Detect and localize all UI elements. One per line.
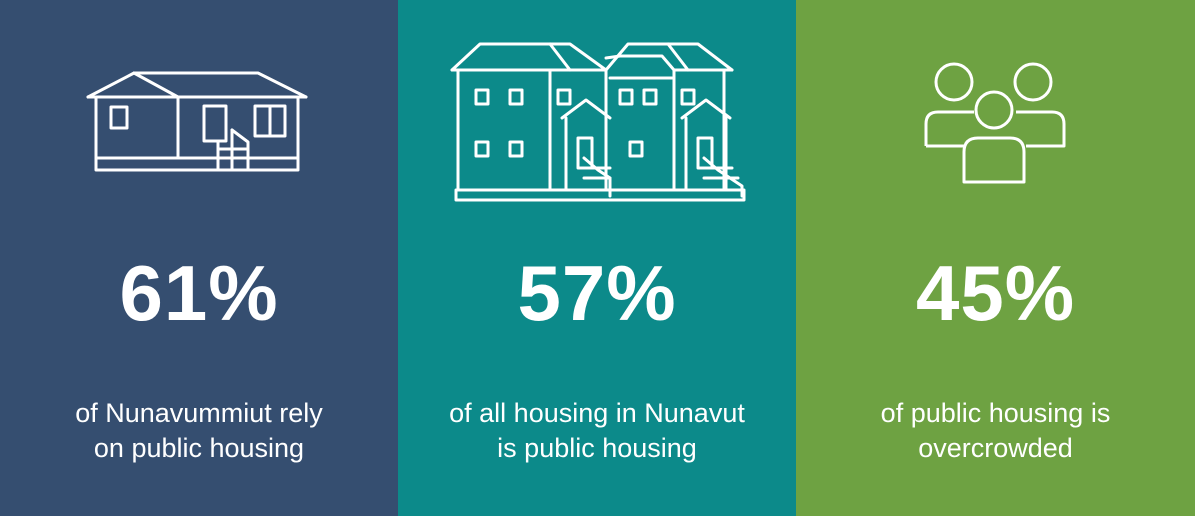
stat-value: 57% <box>517 249 677 337</box>
caption-line-2: on public housing <box>93 433 305 463</box>
caption-line-1: of all housing in Nunavut <box>449 398 745 428</box>
panel-all-housing: 57% of all housing in Nunavut is public … <box>398 0 796 516</box>
caption-line-2: overcrowded <box>918 433 1073 463</box>
stat-value: 61% <box>119 249 279 337</box>
house-icon <box>86 71 308 172</box>
panel-nunavummiut: 61% of Nunavummiut rely on public housin… <box>0 0 398 516</box>
caption-line-2: is public housing <box>497 433 697 463</box>
stat-value: 45% <box>915 249 1076 337</box>
stat-caption: of public housing is overcrowded <box>796 396 1195 466</box>
stat-caption: of Nunavummiut rely on public housing <box>0 396 398 466</box>
panel-overcrowded: 45% of public housing is overcrowded <box>796 0 1195 516</box>
people-icon <box>924 62 1066 184</box>
rowhouse-icon <box>450 42 746 202</box>
caption-line-1: of Nunavummiut rely <box>75 398 323 428</box>
caption-line-1: of public housing is <box>880 398 1111 428</box>
stat-caption: of all housing in Nunavut is public hous… <box>398 396 796 466</box>
